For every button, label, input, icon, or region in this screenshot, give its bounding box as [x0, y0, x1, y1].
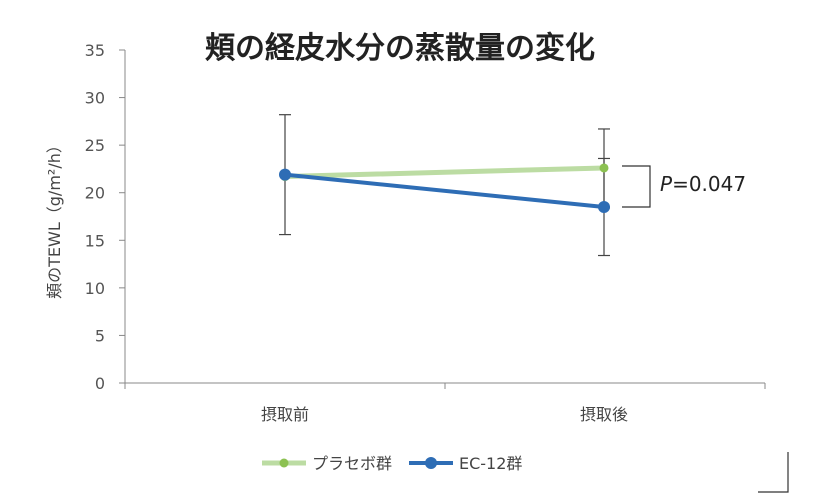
- y-tick-label-35: 35: [85, 41, 105, 60]
- x-tick-label-0: 摂取前: [261, 405, 309, 424]
- y-tick-label-10: 10: [85, 279, 105, 298]
- y-tick-label-30: 30: [85, 89, 105, 108]
- x-tick-labels: 摂取前 摂取後: [261, 405, 628, 424]
- legend-label: プラセボ群: [312, 454, 392, 473]
- y-tick-label-25: 25: [85, 136, 105, 155]
- significance-bracket: [622, 165, 651, 208]
- legend-swatch-marker: [279, 458, 289, 468]
- p-value-annotation: P=0.047: [660, 172, 746, 196]
- series-1-point-0: [279, 168, 291, 181]
- y-axis-label: 頬のTEWL（g/m²/h）: [45, 137, 64, 299]
- y-tick-label-20: 20: [85, 184, 105, 203]
- legend-item-1: EC-12群: [409, 454, 522, 473]
- legend-label: EC-12群: [459, 454, 522, 473]
- x-tick-label-1: 摂取後: [580, 405, 628, 424]
- series-line-1: [283, 172, 606, 209]
- corner-bracket: [758, 452, 789, 493]
- y-tick-label-0: 0: [95, 374, 105, 393]
- series-line-0: [282, 165, 607, 180]
- series-1-point-1: [598, 200, 610, 213]
- axes: [124, 50, 766, 389]
- p-value-italic: P: [660, 172, 673, 196]
- legend: プラセボ群 EC-12群: [262, 454, 522, 473]
- error-bars: [279, 114, 610, 257]
- y-tick-labels: 0 5 10 15 20 25 30 35: [85, 41, 125, 393]
- y-tick-label-15: 15: [85, 231, 105, 250]
- p-value-number: =0.047: [672, 172, 746, 196]
- legend-swatch-marker: [425, 457, 437, 469]
- bracket-line: [622, 165, 651, 208]
- chart-title: 頬の経皮水分の蒸散量の変化: [205, 31, 595, 66]
- corner-mark: [758, 452, 789, 493]
- legend-item-0: プラセボ群: [262, 454, 392, 473]
- y-tick-label-5: 5: [95, 326, 105, 345]
- series-lines: [279, 163, 610, 213]
- series-0-point-1: [599, 163, 609, 173]
